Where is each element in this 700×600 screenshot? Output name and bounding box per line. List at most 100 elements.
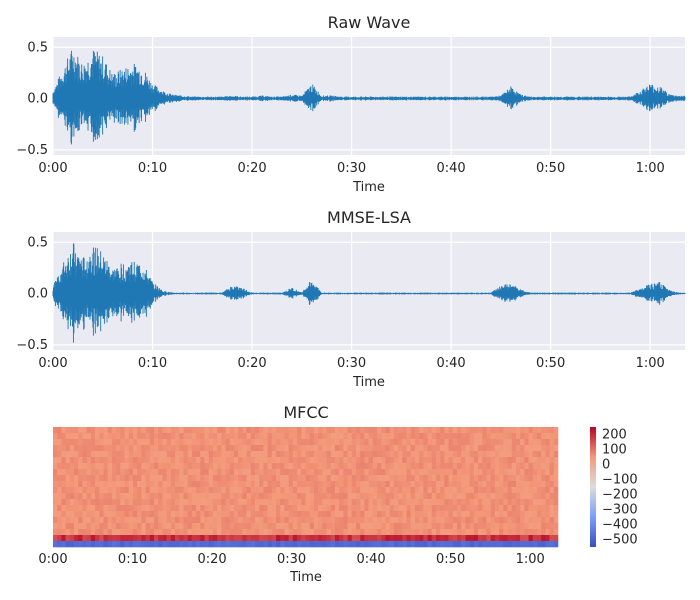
mfcc-cell xyxy=(128,427,134,434)
mfcc-cell xyxy=(103,469,109,476)
mfcc-cell xyxy=(191,445,197,452)
mfcc-cell xyxy=(431,541,437,548)
mfcc-cell xyxy=(494,463,500,470)
mfcc-cell xyxy=(330,481,336,488)
mfcc-cell xyxy=(229,535,235,542)
mfcc-cell xyxy=(86,457,92,464)
mfcc-cell xyxy=(524,451,529,458)
mfcc-cell xyxy=(389,433,395,440)
mfcc-cell xyxy=(385,529,390,536)
mfcc-cell xyxy=(511,529,517,536)
mfcc-cell xyxy=(528,433,534,440)
mfcc-cell xyxy=(389,451,395,458)
mfcc-cell xyxy=(541,439,546,446)
mmse-lsa-panel: MMSE-LSA 0.50.0−0.5 0:00 0:10 0:20 0:30 0:40… xyxy=(16,208,686,390)
mfcc-cell xyxy=(461,499,466,506)
mfcc-cell xyxy=(233,457,239,464)
mfcc-cell xyxy=(305,523,311,530)
mfcc-cell xyxy=(217,439,222,446)
mfcc-cell xyxy=(61,457,66,464)
mfcc-cell xyxy=(431,427,437,434)
mfcc-cell xyxy=(541,535,546,542)
mfcc-cell xyxy=(225,487,231,494)
mfcc-cell xyxy=(549,451,555,458)
mfcc-cell xyxy=(406,487,412,494)
mfcc-cell xyxy=(372,463,378,470)
mfcc-cell xyxy=(452,439,458,446)
mfcc-cell xyxy=(339,541,344,548)
mfcc-cell xyxy=(313,517,319,524)
mfcc-cell xyxy=(507,493,513,500)
mfcc-cell xyxy=(124,487,130,494)
y-tick-label: 0.5 xyxy=(27,40,48,55)
mfcc-cell xyxy=(99,529,104,536)
mfcc-cell xyxy=(385,511,390,518)
mfcc-cell xyxy=(511,499,517,506)
mfcc-cell xyxy=(82,451,87,458)
mfcc-cell xyxy=(233,529,239,536)
x-tick-label: 1:00 xyxy=(636,356,665,371)
mfcc-cell xyxy=(120,535,125,542)
mfcc-cell xyxy=(271,493,277,500)
mfcc-cell xyxy=(461,493,466,500)
mfcc-cell xyxy=(204,433,210,440)
mfcc-cell xyxy=(339,505,344,512)
mfcc-cell xyxy=(280,517,285,524)
mfcc-cell xyxy=(511,493,517,500)
mfcc-cell xyxy=(145,505,151,512)
mfcc-cell xyxy=(389,541,395,548)
mfcc-cell xyxy=(271,499,277,506)
mfcc-cell xyxy=(330,487,336,494)
mfcc-cell xyxy=(524,427,529,434)
mfcc-cell xyxy=(90,475,96,482)
mfcc-x-ticks: 0:00 0:10 0:20 0:30 0:40 0:50 1:00 xyxy=(38,552,544,567)
mfcc-cell xyxy=(288,469,294,476)
mfcc-cell xyxy=(377,541,382,548)
mfcc-cell xyxy=(103,535,109,542)
mfcc-cell xyxy=(196,493,201,500)
mfcc-cell xyxy=(179,493,184,500)
mfcc-cell xyxy=(284,517,289,524)
mfcc-cell xyxy=(145,541,151,548)
mfcc-cell xyxy=(99,493,104,500)
mfcc-cell xyxy=(204,457,210,464)
mfcc-cell xyxy=(297,463,302,470)
mfcc-cell xyxy=(191,499,197,506)
mfcc-cell xyxy=(532,505,538,512)
mfcc-cell xyxy=(301,427,306,434)
mfcc-cell xyxy=(271,505,277,512)
mfcc-cell xyxy=(318,535,323,542)
mfcc-cell xyxy=(347,481,353,488)
mfcc-cell xyxy=(292,505,298,512)
mfcc-cell xyxy=(515,541,521,548)
mfcc-cell xyxy=(57,475,62,482)
mfcc-cell xyxy=(53,541,58,548)
mfcc-cell xyxy=(61,475,66,482)
mfcc-cell xyxy=(478,439,483,446)
mfcc-cell xyxy=(208,517,214,524)
mfcc-cell xyxy=(111,475,117,482)
mfcc-cell xyxy=(170,511,176,518)
mfcc-cell xyxy=(267,451,273,458)
mfcc-cell xyxy=(381,445,386,452)
mfcc-cell xyxy=(208,493,214,500)
mfcc-cell xyxy=(478,499,483,506)
mfcc-cell xyxy=(200,439,205,446)
mfcc-cell xyxy=(57,445,62,452)
mfcc-cell xyxy=(465,481,470,488)
mfcc-cell xyxy=(553,511,559,518)
mfcc-cell xyxy=(280,529,285,536)
mfcc-cell xyxy=(204,445,210,452)
mfcc-cell xyxy=(364,505,369,512)
mfcc-cell xyxy=(229,517,235,524)
y-tick-label: 0.0 xyxy=(27,92,48,107)
mfcc-cell xyxy=(322,511,327,518)
mfcc-cell xyxy=(482,541,487,548)
mfcc-cell xyxy=(82,469,87,476)
mfcc-cell xyxy=(280,511,285,518)
mfcc-cell xyxy=(196,541,201,548)
mfcc-cell xyxy=(137,481,142,488)
mfcc-cell xyxy=(322,469,327,476)
mfcc-cell xyxy=(406,493,412,500)
mfcc-cell xyxy=(103,463,109,470)
